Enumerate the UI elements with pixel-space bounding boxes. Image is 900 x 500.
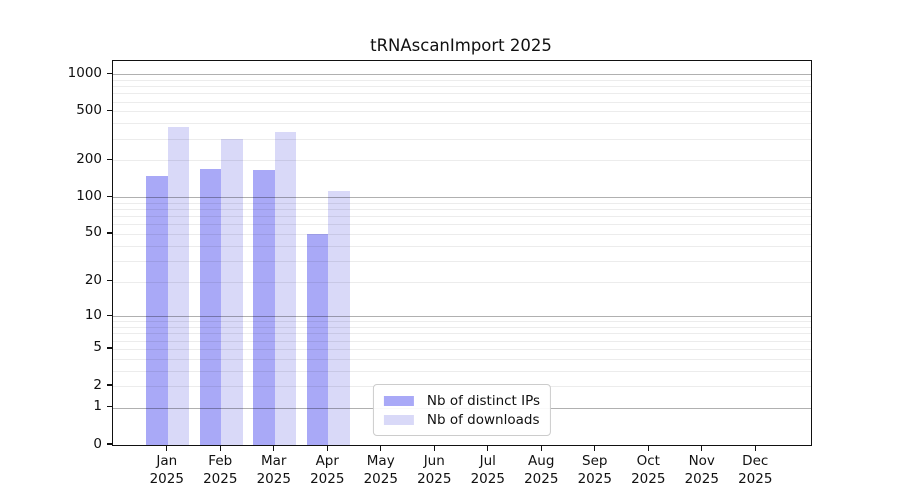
x-axis-tick-label: Feb 2025: [203, 453, 238, 487]
minor-gridline: [113, 202, 811, 204]
x-axis-tick: [219, 445, 221, 451]
y-axis-tick: [107, 443, 112, 445]
x-axis-tick-label: Apr 2025: [310, 453, 345, 487]
x-axis-tick: [701, 445, 703, 451]
x-axis-tick: [540, 445, 542, 451]
bar-distinct-ips: [253, 169, 275, 445]
y-axis-tick: [107, 72, 112, 74]
x-axis-tick: [487, 445, 489, 451]
minor-gridline: [113, 93, 811, 95]
minor-gridline: [113, 224, 811, 226]
bar-downloads: [328, 190, 350, 445]
x-axis-tick-label: Nov 2025: [684, 453, 719, 487]
y-axis-tick-label: 200: [76, 150, 102, 167]
minor-gridline: [113, 245, 811, 247]
bar-distinct-ips: [306, 234, 329, 445]
x-axis-tick: [273, 445, 275, 451]
legend-label-downloads: Nb of downloads: [426, 411, 540, 428]
x-axis-tick: [326, 445, 328, 451]
y-axis-tick: [107, 158, 112, 161]
bar-distinct-ips: [199, 169, 222, 445]
y-axis-tick-label: 5: [93, 339, 102, 356]
y-axis-tick-label: 1: [93, 398, 102, 415]
y-axis-tick-label: 100: [76, 187, 102, 204]
y-axis-tick: [107, 232, 112, 234]
minor-gridline: [113, 358, 811, 360]
x-axis-tick-label: Jul 2025: [470, 453, 505, 487]
x-axis-tick: [754, 445, 756, 451]
bar-downloads: [274, 131, 297, 445]
chart-title: tRNAscanImport 2025: [370, 36, 552, 55]
x-axis-tick-label: Oct 2025: [631, 453, 666, 487]
x-axis-tick-label: May 2025: [363, 453, 398, 487]
y-axis-tick-label: 1000: [67, 64, 102, 81]
bar-distinct-ips: [146, 175, 168, 445]
x-axis-tick: [647, 445, 649, 451]
minor-gridline: [113, 86, 811, 88]
minor-gridline: [113, 370, 811, 372]
major-gridline: [113, 197, 811, 199]
minor-gridline: [113, 79, 811, 81]
x-axis-tick-label: Sep 2025: [577, 453, 612, 487]
minor-gridline: [113, 333, 811, 335]
y-axis-tick-label: 2: [93, 376, 102, 393]
x-axis-tick-label: Dec 2025: [738, 453, 773, 487]
plot-area: Nb of distinct IPs Nb of downloads: [112, 60, 812, 446]
minor-gridline: [113, 123, 811, 125]
minor-gridline: [113, 321, 811, 323]
y-axis-tick: [107, 347, 112, 349]
y-axis-tick-label: 0: [93, 435, 102, 452]
major-gridline: [113, 74, 811, 76]
minor-gridline: [113, 101, 811, 103]
legend-item-distinct-ips: Nb of distinct IPs: [383, 391, 541, 410]
x-axis-tick-label: Jun 2025: [417, 453, 452, 487]
x-axis-tick: [433, 445, 435, 451]
minor-gridline: [113, 327, 811, 329]
legend-swatch-distinct-ips-icon: [383, 395, 414, 406]
minor-gridline: [113, 233, 811, 235]
legend-label-distinct-ips: Nb of distinct IPs: [426, 392, 541, 409]
minor-gridline: [113, 281, 811, 283]
x-axis-tick: [380, 445, 382, 451]
x-axis-tick-label: Mar 2025: [256, 453, 291, 487]
legend: Nb of distinct IPs Nb of downloads: [372, 384, 552, 436]
x-axis-tick: [166, 445, 168, 451]
minor-gridline: [113, 160, 811, 162]
y-axis-tick: [107, 384, 112, 386]
y-axis-tick: [107, 195, 112, 198]
y-axis-tick: [107, 109, 112, 112]
minor-gridline: [113, 340, 811, 342]
minor-gridline: [113, 111, 811, 113]
y-axis-tick-label: 20: [84, 272, 102, 289]
y-axis-tick: [107, 406, 112, 408]
major-gridline: [113, 316, 811, 318]
bar-downloads: [167, 127, 190, 445]
legend-item-downloads: Nb of downloads: [383, 410, 540, 429]
y-axis-tick-label: 500: [76, 101, 102, 118]
minor-gridline: [113, 138, 811, 140]
x-axis-tick-label: Jan 2025: [149, 453, 184, 487]
y-axis-tick-label: 10: [84, 306, 102, 323]
y-axis-tick: [107, 279, 112, 282]
y-axis-tick-label: 50: [84, 224, 102, 241]
x-axis-tick-label: Aug 2025: [524, 453, 559, 487]
minor-gridline: [113, 216, 811, 218]
minor-gridline: [113, 348, 811, 350]
x-axis-tick: [594, 445, 596, 451]
minor-gridline: [113, 209, 811, 211]
bar-downloads: [221, 139, 243, 445]
minor-gridline: [113, 260, 811, 262]
legend-swatch-downloads-icon: [383, 414, 414, 425]
y-axis-tick: [107, 314, 112, 316]
